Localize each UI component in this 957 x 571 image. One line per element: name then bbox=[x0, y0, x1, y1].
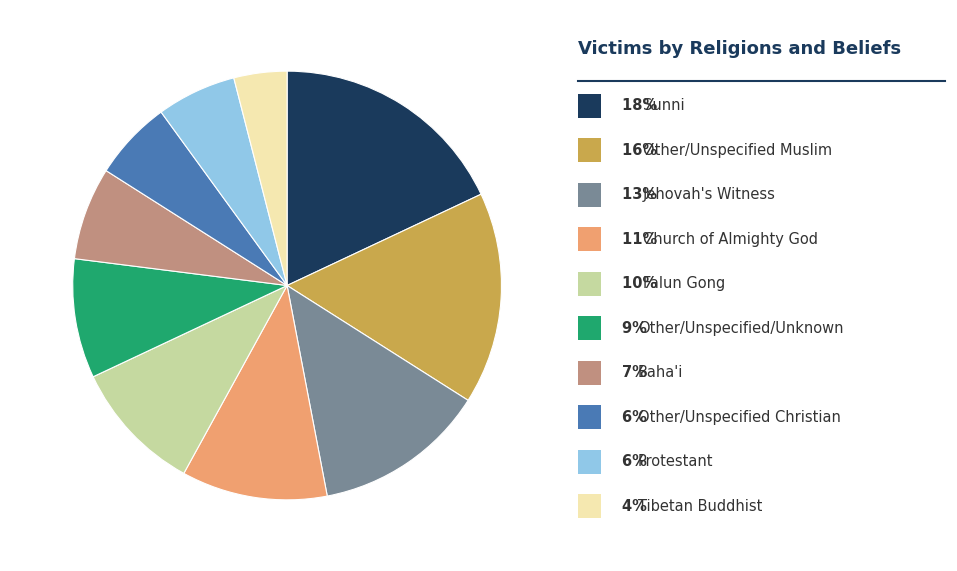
Bar bbox=[578, 450, 601, 474]
Bar bbox=[578, 272, 601, 296]
Bar bbox=[578, 361, 601, 385]
Bar bbox=[578, 405, 601, 429]
Wedge shape bbox=[287, 286, 468, 496]
Text: Other/Unspecified/Unknown: Other/Unspecified/Unknown bbox=[637, 321, 843, 336]
Bar bbox=[578, 138, 601, 162]
Wedge shape bbox=[161, 78, 287, 286]
Text: 6%: 6% bbox=[622, 455, 652, 469]
Text: 4%: 4% bbox=[622, 499, 652, 514]
Text: 11%: 11% bbox=[622, 232, 662, 247]
Bar bbox=[578, 183, 601, 207]
Wedge shape bbox=[93, 286, 287, 473]
Bar bbox=[578, 316, 601, 340]
Text: 16%: 16% bbox=[622, 143, 662, 158]
Wedge shape bbox=[287, 71, 481, 286]
Text: Other/Unspecified Christian: Other/Unspecified Christian bbox=[637, 410, 840, 425]
Text: Church of Almighty God: Church of Almighty God bbox=[643, 232, 818, 247]
Text: Falun Gong: Falun Gong bbox=[643, 276, 725, 291]
Text: Sunni: Sunni bbox=[643, 98, 684, 113]
Text: 10%: 10% bbox=[622, 276, 662, 291]
Text: Baha'i: Baha'i bbox=[637, 365, 683, 380]
Bar bbox=[578, 94, 601, 118]
Wedge shape bbox=[287, 194, 501, 400]
Text: 9%: 9% bbox=[622, 321, 652, 336]
Text: 6%: 6% bbox=[622, 410, 652, 425]
Text: Jehovah's Witness: Jehovah's Witness bbox=[643, 187, 776, 202]
Wedge shape bbox=[184, 286, 327, 500]
Text: 7%: 7% bbox=[622, 365, 652, 380]
Wedge shape bbox=[106, 112, 287, 286]
Text: Tibetan Buddhist: Tibetan Buddhist bbox=[637, 499, 762, 514]
Bar bbox=[578, 494, 601, 518]
Text: Victims by Religions and Beliefs: Victims by Religions and Beliefs bbox=[578, 40, 901, 58]
Text: 13%: 13% bbox=[622, 187, 662, 202]
Text: Other/Unspecified Muslim: Other/Unspecified Muslim bbox=[643, 143, 833, 158]
Wedge shape bbox=[73, 259, 287, 377]
Text: Protestant: Protestant bbox=[637, 455, 713, 469]
Bar bbox=[578, 227, 601, 251]
Wedge shape bbox=[234, 71, 287, 286]
Text: 18%: 18% bbox=[622, 98, 662, 113]
Wedge shape bbox=[75, 171, 287, 286]
